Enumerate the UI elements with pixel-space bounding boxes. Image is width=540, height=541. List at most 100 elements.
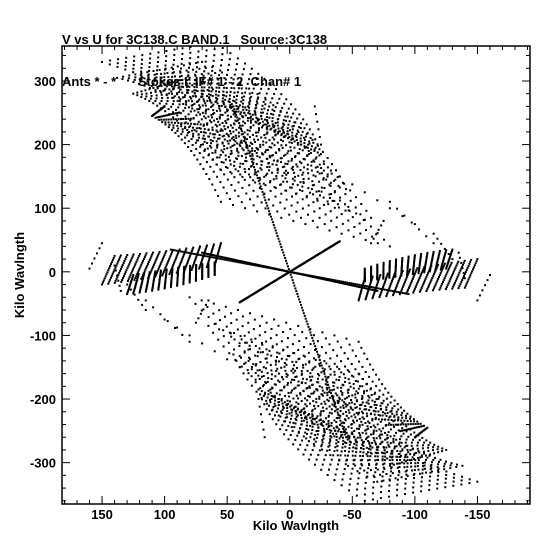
- data-point: [417, 441, 419, 444]
- data-point: [194, 302, 197, 305]
- data-point: [211, 158, 214, 161]
- data-point: [238, 122, 241, 124]
- data-point: [132, 253, 135, 256]
- data-point: [329, 438, 332, 441]
- data-point: [189, 264, 192, 267]
- data-point: [171, 85, 174, 88]
- data-point: [468, 482, 471, 485]
- data-point: [176, 280, 179, 283]
- data-point: [316, 170, 319, 173]
- data-point: [198, 104, 201, 107]
- data-point: [365, 401, 368, 404]
- data-point: [374, 426, 377, 429]
- data-point: [254, 83, 257, 85]
- data-point: [291, 279, 294, 282]
- data-point: [233, 73, 236, 76]
- data-point: [119, 254, 122, 257]
- data-point: [396, 494, 398, 497]
- data-point: [138, 291, 141, 294]
- data-point: [143, 256, 146, 259]
- data-point: [319, 194, 321, 197]
- data-point: [333, 334, 336, 337]
- data-point: [193, 109, 196, 112]
- data-point: [144, 89, 147, 92]
- data-point: [154, 100, 157, 102]
- data-point: [192, 135, 195, 138]
- data-point: [348, 283, 351, 286]
- data-point: [307, 351, 310, 354]
- data-point: [447, 269, 450, 272]
- data-point: [294, 438, 297, 441]
- data-point: [195, 127, 198, 130]
- data-point: [271, 418, 274, 421]
- data-point: [196, 158, 199, 161]
- data-point: [380, 441, 383, 444]
- data-point: [457, 287, 460, 290]
- data-point: [230, 258, 233, 261]
- data-point: [250, 165, 253, 168]
- data-point: [218, 116, 221, 118]
- data-point: [276, 210, 279, 213]
- data-point: [334, 280, 336, 283]
- data-point: [388, 276, 391, 279]
- data-point: [344, 418, 346, 421]
- data-point: [284, 153, 287, 156]
- data-point: [368, 285, 370, 288]
- data-point: [200, 73, 203, 76]
- data-point: [287, 150, 290, 153]
- data-point: [294, 175, 296, 178]
- data-point: [440, 265, 443, 268]
- data-point: [98, 247, 101, 250]
- data-point: [285, 259, 287, 262]
- data-point: [162, 257, 164, 260]
- data-point: [369, 455, 372, 458]
- data-point: [246, 261, 249, 264]
- data-point: [270, 146, 273, 149]
- data-point: [258, 324, 261, 327]
- data-point: [292, 271, 295, 274]
- data-point: [195, 271, 197, 274]
- data-point: [187, 117, 190, 120]
- data-point: [396, 466, 399, 469]
- data-point: [252, 163, 255, 166]
- data-point: [189, 268, 191, 271]
- data-point: [111, 272, 114, 275]
- data-point: [244, 114, 247, 117]
- data-point: [247, 348, 250, 351]
- data-point: [157, 288, 160, 291]
- data-point: [183, 251, 186, 254]
- data-point: [298, 126, 301, 129]
- data-point: [365, 428, 368, 431]
- data-point: [172, 124, 175, 127]
- data-point: [331, 163, 333, 166]
- data-point: [478, 294, 481, 297]
- data-point: [194, 279, 197, 282]
- data-point: [141, 303, 144, 306]
- data-point: [194, 141, 197, 144]
- data-point: [195, 114, 198, 117]
- data-point: [208, 82, 211, 85]
- data-point: [205, 255, 208, 258]
- data-point: [358, 404, 361, 407]
- data-point: [444, 253, 446, 256]
- data-point: [280, 144, 283, 147]
- data-point: [223, 148, 226, 151]
- data-point: [302, 419, 305, 422]
- data-point: [271, 123, 274, 126]
- data-point: [219, 129, 222, 132]
- data-point: [409, 417, 411, 420]
- data-point: [384, 279, 387, 282]
- data-point: [419, 425, 422, 428]
- data-point: [140, 78, 143, 81]
- data-point: [133, 59, 135, 62]
- data-point: [136, 278, 139, 281]
- data-point: [285, 198, 288, 201]
- data-point: [437, 277, 440, 280]
- data-point: [229, 130, 232, 132]
- data-point: [269, 388, 272, 391]
- data-point: [229, 139, 232, 142]
- data-point: [358, 427, 360, 430]
- data-point: [156, 65, 159, 68]
- data-point: [225, 132, 228, 135]
